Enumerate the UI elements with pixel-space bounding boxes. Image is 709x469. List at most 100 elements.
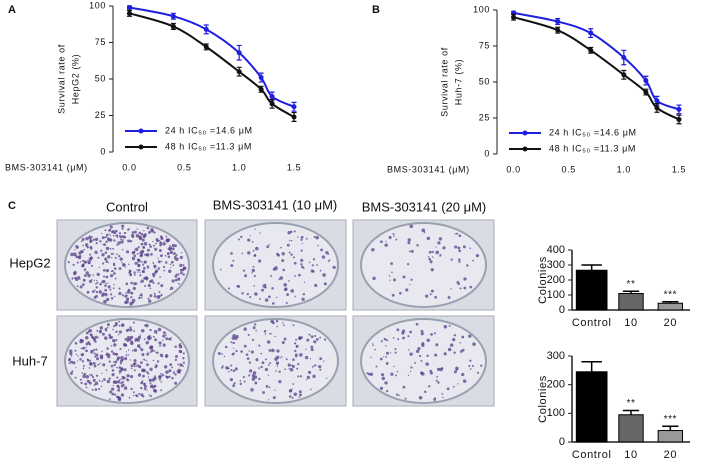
- colony: [103, 378, 106, 381]
- colony: [119, 257, 123, 261]
- colony: [429, 260, 433, 264]
- colony: [157, 267, 161, 270]
- colony: [131, 251, 136, 255]
- point: [643, 78, 649, 84]
- colony: [128, 396, 131, 399]
- colony: [127, 288, 131, 292]
- colony: [90, 247, 93, 250]
- colony: [401, 331, 405, 335]
- colony: [95, 353, 99, 357]
- y-tick-label: 75: [479, 40, 490, 50]
- colony: [137, 261, 139, 264]
- colony: [108, 228, 111, 232]
- colony: [173, 252, 176, 255]
- colony: [274, 335, 277, 338]
- colony: [285, 358, 288, 361]
- colony: [300, 238, 303, 241]
- colony: [454, 233, 457, 235]
- colony: [231, 336, 236, 340]
- colony: [146, 352, 150, 356]
- colony: [143, 358, 146, 361]
- colony: [430, 332, 433, 336]
- colony: [179, 363, 183, 367]
- colony: [449, 343, 454, 347]
- colony: [105, 352, 110, 357]
- colony: [416, 244, 419, 247]
- colony: [246, 357, 250, 360]
- colony: [395, 393, 399, 396]
- colony: [88, 329, 92, 333]
- colony: [157, 257, 159, 259]
- colony: [103, 280, 106, 283]
- colony: [260, 352, 263, 355]
- colony: [290, 230, 292, 233]
- colony: [275, 370, 277, 372]
- colony: [287, 230, 291, 235]
- colony: [119, 362, 122, 365]
- colony: [266, 340, 271, 344]
- colony: [150, 279, 154, 282]
- colony: [124, 300, 128, 305]
- colony: [142, 245, 146, 249]
- colony: [221, 353, 223, 355]
- colony: [121, 375, 125, 379]
- colony: [175, 257, 179, 261]
- bar: [618, 414, 644, 443]
- colony: [102, 363, 106, 367]
- colony: [394, 351, 397, 354]
- colony: [154, 350, 156, 352]
- colony: [97, 337, 99, 339]
- colony: [243, 327, 247, 331]
- colony: [418, 354, 422, 358]
- colony: [417, 346, 421, 351]
- colony: [269, 362, 272, 365]
- colony: [105, 282, 107, 285]
- colony: [146, 265, 150, 268]
- colony: [131, 231, 135, 234]
- colony: [288, 251, 291, 254]
- colony: [75, 353, 78, 356]
- point: [654, 105, 660, 111]
- colony: [281, 252, 285, 256]
- colony: [300, 258, 304, 262]
- significance: ***: [664, 289, 677, 300]
- colony: [161, 260, 163, 262]
- colony: [133, 359, 137, 363]
- colony: [163, 365, 168, 369]
- colony: [166, 376, 169, 379]
- colony: [165, 235, 168, 238]
- legend-label: 48 h IC₅₀ =11.3 μM: [165, 141, 252, 151]
- colony: [310, 388, 312, 391]
- colony: [392, 278, 397, 282]
- colony: [87, 273, 91, 278]
- colony: [295, 346, 298, 348]
- colony: [175, 254, 178, 257]
- colony: [89, 359, 92, 362]
- colony: [129, 374, 134, 379]
- colony: [296, 367, 299, 370]
- colony: [457, 246, 461, 250]
- colony: [399, 291, 402, 295]
- colony: [165, 337, 169, 341]
- colony: [442, 246, 446, 250]
- colony: [101, 350, 103, 353]
- colony: [84, 243, 89, 247]
- colony: [117, 386, 121, 389]
- colony: [249, 373, 251, 375]
- colony: [153, 292, 156, 295]
- colony: [305, 237, 308, 240]
- colony: [276, 365, 279, 368]
- colony: [177, 370, 181, 374]
- colony: [143, 241, 148, 246]
- colony: [140, 348, 144, 352]
- colony: [166, 252, 170, 255]
- colony: [383, 337, 387, 341]
- colony: [75, 367, 77, 369]
- colony: [158, 239, 161, 242]
- colony: [461, 335, 465, 339]
- colony: [297, 363, 300, 366]
- colony: [145, 277, 149, 281]
- colony: [112, 339, 116, 343]
- colony: [332, 265, 336, 269]
- colony: [384, 243, 388, 247]
